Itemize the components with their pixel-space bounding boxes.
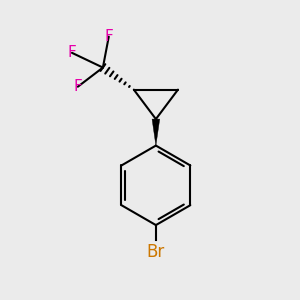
Text: F: F	[104, 29, 113, 44]
Polygon shape	[152, 119, 160, 146]
Text: F: F	[74, 79, 82, 94]
Text: Br: Br	[147, 243, 165, 261]
Text: F: F	[68, 45, 76, 60]
